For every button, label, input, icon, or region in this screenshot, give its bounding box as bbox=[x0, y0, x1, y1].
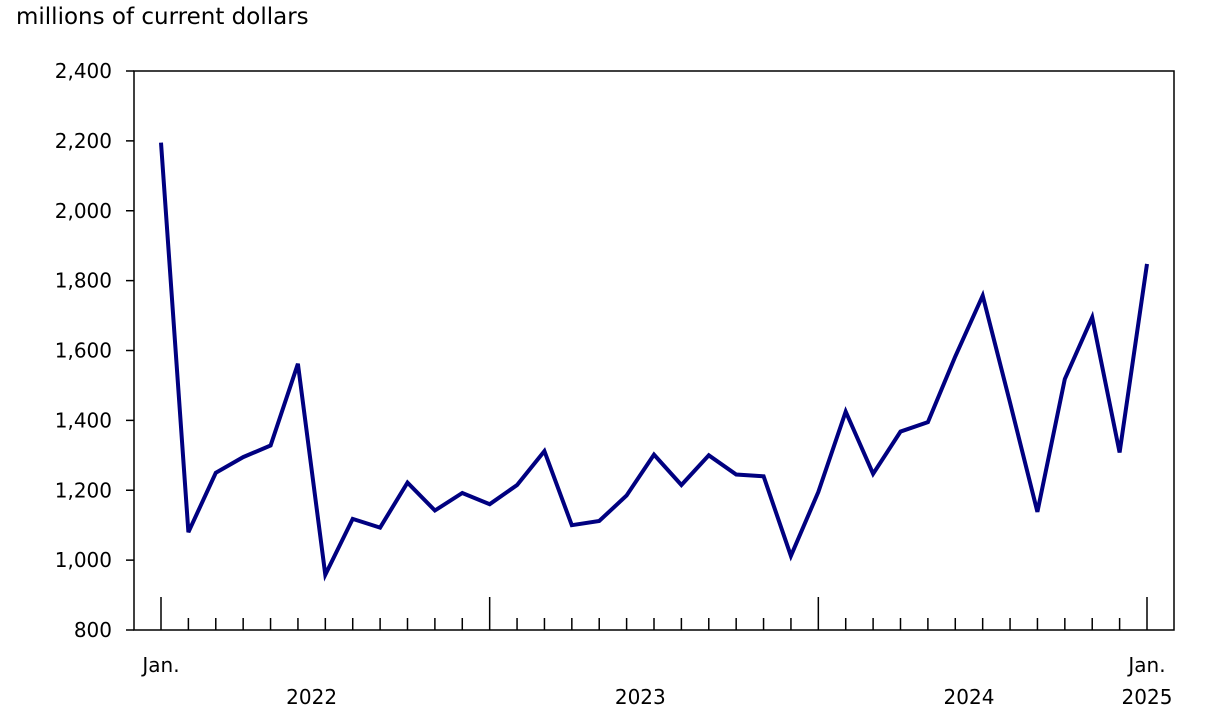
y-tick-label: 2,400 bbox=[55, 59, 112, 83]
y-axis-title: millions of current dollars bbox=[16, 4, 309, 30]
data-point bbox=[159, 141, 163, 145]
data-point bbox=[734, 473, 738, 477]
data-point bbox=[433, 509, 437, 513]
data-point bbox=[652, 453, 656, 457]
data-point bbox=[844, 410, 848, 414]
data-point bbox=[1035, 510, 1039, 514]
x-axis: Jan. Jan. 2022 2023 2024 2025 bbox=[140, 597, 1172, 709]
data-point bbox=[707, 453, 711, 457]
data-point bbox=[488, 502, 492, 506]
y-tick-label: 800 bbox=[74, 618, 112, 642]
y-tick-label: 1,000 bbox=[55, 548, 112, 572]
data-point bbox=[597, 519, 601, 523]
y-tick-label: 1,800 bbox=[55, 269, 112, 293]
y-axis: 800 1,000 1,200 1,400 1,600 1,800 2,000 2,200 2,… bbox=[55, 59, 134, 642]
x-tick-label: Jan. bbox=[1126, 653, 1165, 677]
data-point bbox=[953, 354, 957, 358]
year-label: 2024 bbox=[944, 685, 995, 709]
data-point bbox=[378, 526, 382, 530]
data-point bbox=[323, 573, 327, 577]
data-point bbox=[926, 420, 930, 424]
data-point bbox=[186, 530, 190, 534]
data-point bbox=[762, 474, 766, 478]
series-line bbox=[159, 142, 1149, 582]
data-point bbox=[296, 362, 300, 366]
data-point bbox=[816, 490, 820, 494]
y-tick-label: 1,600 bbox=[55, 339, 112, 363]
data-point bbox=[899, 430, 903, 434]
data-point bbox=[214, 471, 218, 475]
data-point bbox=[1090, 315, 1094, 319]
y-tick-label: 1,400 bbox=[55, 408, 112, 432]
data-point bbox=[460, 491, 464, 495]
data-point bbox=[351, 517, 355, 521]
data-point bbox=[570, 523, 574, 527]
year-label: 2023 bbox=[615, 685, 666, 709]
data-point bbox=[871, 472, 875, 476]
data-point bbox=[679, 483, 683, 487]
data-point bbox=[1118, 451, 1122, 455]
data-point bbox=[1063, 377, 1067, 381]
y-tick-label: 1,200 bbox=[55, 478, 112, 502]
plot-frame bbox=[133, 70, 1175, 631]
y-tick-label: 2,000 bbox=[55, 199, 112, 223]
data-point bbox=[625, 493, 629, 497]
data-point bbox=[981, 294, 985, 298]
data-point bbox=[406, 481, 410, 485]
year-label: 2022 bbox=[286, 685, 337, 709]
data-point bbox=[542, 449, 546, 453]
data-point bbox=[269, 444, 273, 448]
series-group bbox=[159, 141, 1149, 582]
x-tick-label: Jan. bbox=[140, 653, 179, 677]
data-point bbox=[1008, 401, 1012, 405]
data-point bbox=[241, 455, 245, 459]
data-point bbox=[1145, 262, 1149, 266]
data-point bbox=[515, 483, 519, 487]
year-label: 2025 bbox=[1122, 685, 1173, 709]
y-tick-label: 2,200 bbox=[55, 129, 112, 153]
data-point bbox=[789, 554, 793, 558]
